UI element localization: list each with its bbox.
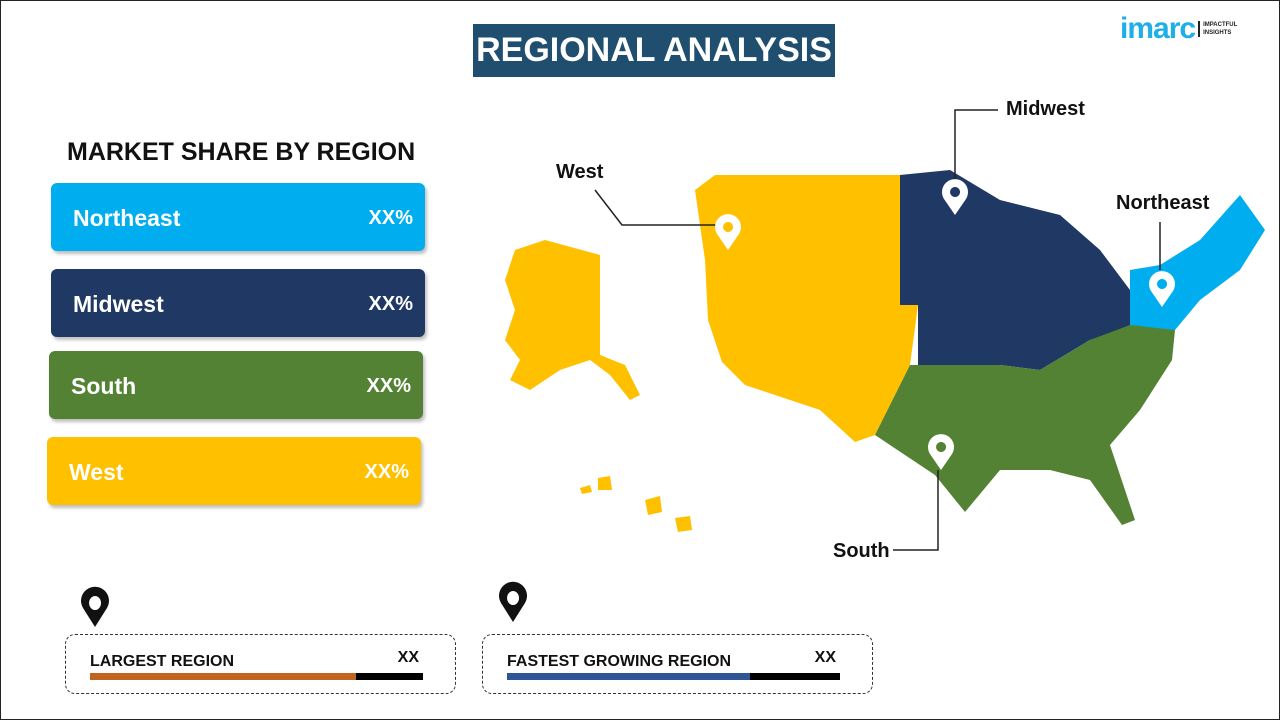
map-label-northeast: Northeast — [1116, 192, 1210, 214]
pin-icon-northeast — [1149, 271, 1175, 307]
pin-icon-largest — [81, 586, 110, 627]
region-bar-south: South XX% — [49, 351, 423, 419]
map-label-south: South — [833, 540, 890, 562]
map-south — [875, 325, 1175, 525]
region-bar-midwest: Midwest XX% — [51, 269, 425, 337]
page-title: REGIONAL ANALYSIS — [473, 24, 835, 77]
map-label-midwest: Midwest — [1006, 98, 1085, 120]
region-bar-west: West XX% — [47, 437, 421, 505]
map-northeast — [1130, 195, 1265, 330]
region-bar-northeast: Northeast XX% — [51, 183, 425, 251]
pin-icon-south — [928, 434, 954, 470]
pin-icon-midwest — [942, 179, 968, 215]
map-west — [505, 175, 918, 532]
map-midwest — [900, 170, 1130, 370]
imarc-logo: imarc IMPACTFUL INSIGHTS — [1120, 12, 1238, 45]
pin-icon-fastest — [499, 581, 528, 622]
largest-region-card: LARGEST REGION XX — [65, 634, 456, 694]
fastest-growing-region-bar — [507, 673, 840, 680]
map-pin-icons — [715, 179, 1175, 470]
map-label-west: West — [556, 161, 604, 183]
pin-icon-west — [715, 214, 741, 250]
fastest-growing-region-card: FASTEST GROWING REGION XX — [482, 634, 873, 694]
section-subtitle: MARKET SHARE BY REGION — [67, 138, 416, 166]
largest-region-bar — [90, 673, 423, 680]
